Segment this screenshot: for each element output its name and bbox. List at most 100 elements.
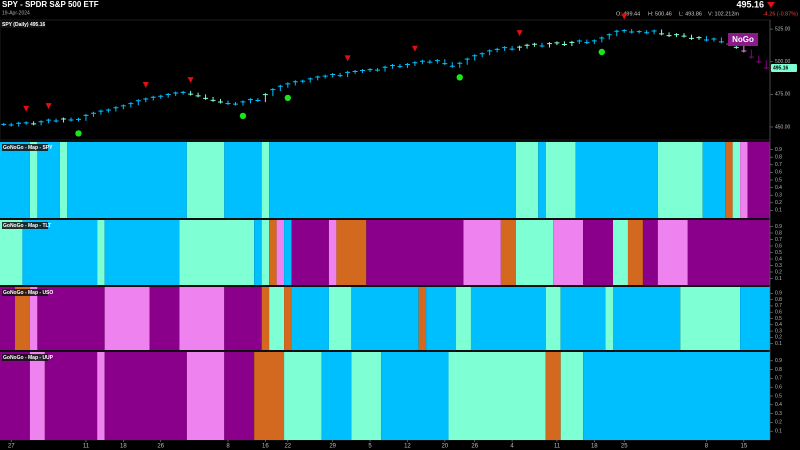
price-bar [614, 29, 620, 37]
heatmap-segment [149, 287, 180, 350]
y-tick-label: 0.8 [775, 230, 782, 236]
y-tick-label: 0.3 [775, 263, 782, 269]
heatmap-segment [328, 220, 337, 285]
heatmap-segment [284, 287, 292, 350]
price-bar [300, 79, 306, 84]
heatmap-segment [605, 287, 614, 350]
buy-signal [284, 94, 292, 102]
heatmap-segment [613, 287, 681, 350]
price-bar [591, 39, 597, 45]
sell-signal [45, 103, 52, 110]
price-bar [659, 29, 665, 36]
price-bar [741, 45, 747, 53]
heatmap-segment [448, 352, 546, 440]
price-bar [61, 117, 67, 123]
heatmap-segment [351, 352, 382, 440]
heatmap-segment [97, 352, 105, 440]
price-bar [330, 73, 336, 78]
price-bar [247, 98, 253, 104]
heatmap-segment [657, 220, 688, 285]
panel-title: GoNoGo - Map - USO [3, 290, 53, 296]
y-tick-label: 0.8 [775, 155, 782, 161]
price-bar [666, 32, 672, 38]
price-bar [8, 122, 14, 127]
price-bar [756, 55, 762, 64]
heatmap-segment [0, 142, 30, 218]
x-tick-label: 27 [8, 444, 15, 450]
heatmap-segment [381, 352, 449, 440]
price-bar [262, 93, 268, 102]
heatmap-segment [583, 352, 770, 440]
heatmap-segment [29, 287, 38, 350]
heatmap-segment [14, 287, 30, 350]
heatmap-segment [366, 220, 464, 285]
header-low: L: 493.86 [679, 11, 702, 17]
price-bar [561, 41, 567, 47]
x-tick-label: 8 [226, 444, 230, 450]
y-tick-label: 0.9 [775, 224, 782, 230]
y-tick-label: 0.2 [775, 269, 782, 275]
y-tick-label: 0.3 [775, 193, 782, 199]
y-tick-label: 0.2 [775, 335, 782, 341]
price-bar [158, 94, 164, 99]
sell-signal [516, 30, 523, 37]
state-tag [728, 33, 758, 46]
heatmap-segment [321, 352, 352, 440]
state-label: NoGo [732, 35, 754, 44]
heatmap-segment [642, 220, 658, 285]
heatmap-segment [261, 142, 270, 218]
price-bar [689, 34, 695, 40]
heatmap-segment [254, 220, 262, 285]
y-tick-label: 0.2 [775, 200, 782, 206]
heatmap-segment [276, 220, 285, 285]
heatmap-segment [500, 220, 516, 285]
heatmap-segment [37, 287, 105, 350]
y-tick-label: 525.00 [775, 26, 791, 32]
y-tick-label: 0.4 [775, 256, 782, 262]
heatmap-segment [104, 352, 187, 440]
heatmap-segment [224, 352, 255, 440]
price-bar [554, 41, 560, 46]
heatmap-segment [515, 220, 554, 285]
price-bar [210, 96, 216, 102]
heatmap-segment [0, 287, 15, 350]
y-tick-label: 0.6 [775, 310, 782, 316]
price-bar [711, 37, 717, 42]
price-bar [98, 109, 104, 115]
price-bar [479, 52, 485, 58]
heatmap-segment [186, 352, 225, 440]
price-bar [173, 91, 179, 96]
price-bar [345, 70, 351, 78]
heatmap-segment [747, 142, 770, 218]
heatmap-segment [59, 142, 68, 218]
price-bar [53, 118, 59, 123]
y-tick-label: 0.5 [775, 177, 782, 183]
last-price-label: 495.16 [773, 65, 789, 71]
price-bar [524, 43, 530, 49]
price-bar [240, 100, 246, 106]
y-tick-label: 0.4 [775, 402, 782, 408]
price-bar [322, 74, 328, 79]
heatmap-segment [418, 287, 427, 350]
price-bar [218, 98, 224, 104]
sell-signal [621, 13, 628, 20]
price-bar [464, 57, 470, 65]
price-bar [494, 47, 500, 53]
price-bar [143, 97, 149, 103]
heatmap-segment [179, 220, 255, 285]
y-tick-label: 0.6 [775, 243, 782, 249]
y-tick-label: 0.1 [775, 429, 782, 435]
heatmap-segment [732, 142, 741, 218]
panel-title-bg [2, 222, 48, 229]
y-tick-label: 0.4 [775, 322, 782, 328]
price-bar [367, 68, 373, 72]
price-bar [599, 36, 605, 43]
heatmap-segment [538, 142, 546, 218]
price-bar [419, 59, 425, 65]
heatmap-segment [29, 142, 38, 218]
x-tick-label: 11 [83, 444, 90, 450]
x-tick-label: 29 [329, 444, 336, 450]
heatmap-segment [291, 220, 329, 285]
price-bar [135, 99, 141, 106]
x-tick-label: 16 [262, 444, 269, 450]
